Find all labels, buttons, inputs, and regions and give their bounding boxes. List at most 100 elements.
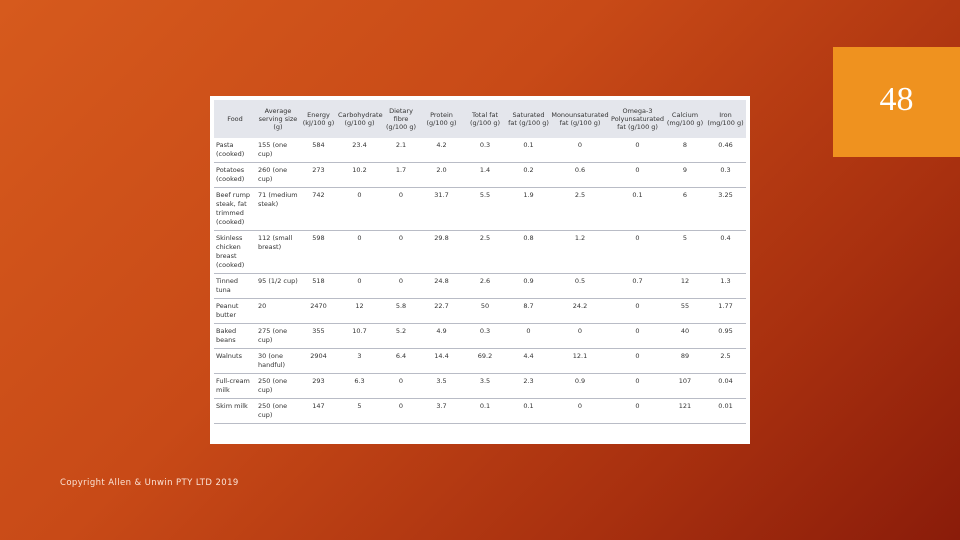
table-cell: 1.9 [507, 187, 550, 231]
table-cell: 0.4 [705, 230, 746, 274]
header-cell: Dietary fibre (g/100 g) [382, 100, 420, 138]
table-cell: 2.6 [463, 273, 507, 299]
header-cell: Food [214, 100, 256, 138]
table-cell: 12 [665, 273, 705, 299]
table-cell: 155 (one cup) [256, 138, 300, 163]
table-cell: 2.3 [507, 373, 550, 399]
table-cell: 0 [610, 373, 665, 399]
table-cell: 0 [337, 230, 382, 274]
table-cell: 250 (one cup) [256, 398, 300, 424]
table-row: Potatoes (cooked) 260 (one cup) 273 10.2 1.7… [214, 162, 746, 188]
table-cell: 5.5 [463, 187, 507, 231]
table-cell: Potatoes (cooked) [214, 162, 256, 188]
table-row: Walnuts 30 (one handful) 2904 3 6.4 14.4 69.2 4… [214, 348, 746, 374]
table-row: Baked beans 275 (one cup) 355 10.7 5.2 4.9 0.3… [214, 323, 746, 349]
table-cell: 5 [665, 230, 705, 274]
table-cell: 0 [337, 187, 382, 231]
table-cell: 4.4 [507, 348, 550, 374]
table-cell: 0 [382, 273, 420, 299]
table-cell: 0.1 [507, 398, 550, 424]
table-cell: 5.2 [382, 323, 420, 349]
table-cell: Baked beans [214, 323, 256, 349]
table-cell: 69.2 [463, 348, 507, 374]
table-cell: 0 [382, 398, 420, 424]
table-cell: 0.6 [550, 162, 610, 188]
table-cell: 0.5 [550, 273, 610, 299]
table-cell: 6 [665, 187, 705, 231]
table-cell: 0 [337, 273, 382, 299]
table-row: Pasta (cooked) 155 (one cup) 584 23.4 2.1 4.2… [214, 138, 746, 163]
table-cell: 293 [300, 373, 337, 399]
table-cell: 0.7 [610, 273, 665, 299]
table-cell: 250 (one cup) [256, 373, 300, 399]
table-cell: 12 [337, 298, 382, 324]
table-cell: 24.8 [420, 273, 463, 299]
table-cell: 10.7 [337, 323, 382, 349]
slide-number-box: 48 [833, 47, 960, 157]
table-cell: 0.46 [705, 138, 746, 163]
header-row: Food Average serving size (g) Energy (kJ/1… [214, 100, 746, 138]
table-cell: 23.4 [337, 138, 382, 163]
nutrition-table: Food Average serving size (g) Energy (kJ/1… [214, 100, 746, 424]
table-cell: 0 [550, 138, 610, 163]
table-cell: 0.04 [705, 373, 746, 399]
header-cell: Carbohydrate (g/100 g) [337, 100, 383, 138]
table-cell: Beef rump steak, fat trimmed (cooked) [214, 187, 256, 231]
table-row: Peanut butter 20 2470 12 5.8 22.7 50 8.7 24.2 0 55… [214, 298, 746, 324]
table-cell: 0 [610, 348, 665, 374]
table-cell: 0.3 [463, 138, 507, 163]
table-cell: Tinned tuna [214, 273, 256, 299]
table-cell: Pasta (cooked) [214, 138, 256, 163]
table-cell: 31.7 [420, 187, 463, 231]
table-cell: 1.2 [550, 230, 610, 274]
table-image: Food Average serving size (g) Energy (kJ/1… [210, 96, 750, 444]
table-cell: 0.1 [463, 398, 507, 424]
table-cell: 1.7 [382, 162, 420, 188]
table-cell: 0.1 [507, 138, 550, 163]
table-cell: 20 [256, 298, 300, 324]
header-cell: Iron (mg/100 g) [705, 100, 746, 138]
table-cell: 0 [610, 298, 665, 324]
table-cell: 14.4 [420, 348, 463, 374]
table-cell: 742 [300, 187, 337, 231]
table-cell: 0.2 [507, 162, 550, 188]
table-cell: 1.4 [463, 162, 507, 188]
table-cell: 12.1 [550, 348, 610, 374]
table-cell: 1.3 [705, 273, 746, 299]
header-cell: Average serving size (g) [256, 100, 300, 138]
table-cell: 6.3 [337, 373, 382, 399]
table-cell: 89 [665, 348, 705, 374]
slide-number: 48 [879, 81, 914, 118]
header-cell: Calcium (mg/100 g) [665, 100, 705, 138]
table-row: Tinned tuna 95 (1/2 cup) 518 0 0 24.8 2.6 0.9 0.… [214, 273, 746, 299]
table-row: Skinless chicken breast (cooked) 112 (sma… [214, 230, 746, 274]
table-cell: 0 [610, 162, 665, 188]
table-cell: 6.4 [382, 348, 420, 374]
table-cell: 24.2 [550, 298, 610, 324]
table-cell: 55 [665, 298, 705, 324]
table-cell: Skim milk [214, 398, 256, 424]
table-cell: 3.5 [420, 373, 463, 399]
table-cell: 0 [507, 323, 550, 349]
table-cell: 9 [665, 162, 705, 188]
table-cell: 0.1 [610, 187, 665, 231]
table-cell: 4.9 [420, 323, 463, 349]
table-cell: 30 (one handful) [256, 348, 300, 374]
table-cell: 275 (one cup) [256, 323, 300, 349]
table-row: Full-cream milk 250 (one cup) 293 6.3 0 3.5 3.… [214, 373, 746, 399]
table-cell: 0 [382, 373, 420, 399]
table-cell: 5 [337, 398, 382, 424]
table-cell: 95 (1/2 cup) [256, 273, 300, 299]
table-cell: 29.8 [420, 230, 463, 274]
table-cell: Full-cream milk [214, 373, 256, 399]
table-cell: 0.3 [463, 323, 507, 349]
table-cell: 0.3 [705, 162, 746, 188]
table-cell: 2470 [300, 298, 337, 324]
table-cell: Walnuts [214, 348, 256, 374]
table-cell: 2.0 [420, 162, 463, 188]
header-cell: Omega-3 Polyunsaturated fat (g/100 g) [610, 100, 665, 138]
table-cell: 1.77 [705, 298, 746, 324]
table-cell: 3 [337, 348, 382, 374]
table-cell: 518 [300, 273, 337, 299]
